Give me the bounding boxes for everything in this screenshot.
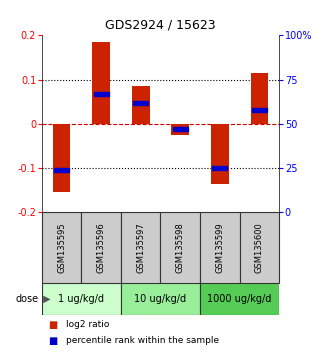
Text: GSM135600: GSM135600: [255, 222, 264, 273]
Text: ■: ■: [48, 320, 57, 330]
Bar: [121, 212, 160, 283]
Text: 10 ug/kg/d: 10 ug/kg/d: [134, 294, 187, 304]
Bar: [200, 212, 240, 283]
Bar: [54, 168, 69, 172]
Text: dose: dose: [15, 294, 39, 304]
Bar: [173, 127, 188, 131]
Bar: [42, 212, 81, 283]
Text: percentile rank within the sample: percentile rank within the sample: [66, 336, 219, 345]
Bar: [240, 212, 279, 283]
Bar: [81, 212, 121, 283]
Text: 1 ug/kg/d: 1 ug/kg/d: [58, 294, 104, 304]
Text: GSM135597: GSM135597: [136, 222, 145, 273]
Bar: [92, 42, 110, 124]
Bar: [213, 166, 227, 170]
Text: ▶: ▶: [40, 294, 51, 304]
Text: GSM135596: GSM135596: [97, 222, 106, 273]
Text: GSM135598: GSM135598: [176, 222, 185, 273]
Text: GDS2924 / 15623: GDS2924 / 15623: [105, 18, 216, 31]
Bar: [171, 124, 189, 135]
Bar: [160, 212, 200, 283]
Bar: [211, 124, 229, 184]
Bar: [200, 283, 279, 315]
Bar: [53, 124, 70, 193]
Text: ■: ■: [48, 336, 57, 346]
Bar: [121, 283, 200, 315]
Text: 1000 ug/kg/d: 1000 ug/kg/d: [207, 294, 272, 304]
Bar: [251, 73, 268, 124]
Bar: [133, 101, 148, 104]
Text: GSM135595: GSM135595: [57, 222, 66, 273]
Text: log2 ratio: log2 ratio: [66, 320, 109, 330]
Text: GSM135599: GSM135599: [215, 222, 224, 273]
Bar: [94, 92, 108, 96]
Bar: [132, 86, 150, 124]
Bar: [252, 108, 267, 112]
Bar: [42, 283, 121, 315]
